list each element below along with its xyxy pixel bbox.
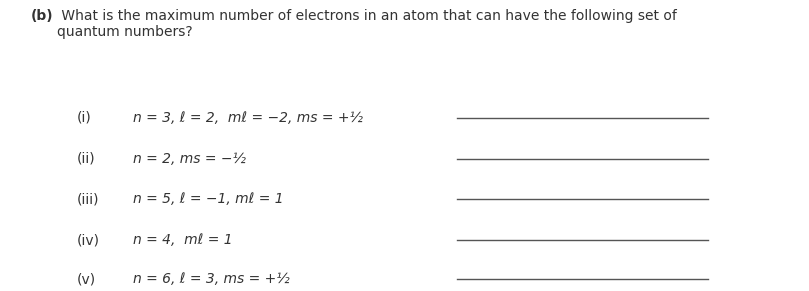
Text: What is the maximum number of electrons in an atom that can have the following s: What is the maximum number of electrons … (57, 9, 676, 39)
Text: n = 5, ℓ = −1, mℓ = 1: n = 5, ℓ = −1, mℓ = 1 (133, 192, 284, 206)
Text: n = 3, ℓ = 2,  mℓ = −2, ms = +½: n = 3, ℓ = 2, mℓ = −2, ms = +½ (133, 111, 363, 125)
Text: n = 4,  mℓ = 1: n = 4, mℓ = 1 (133, 233, 233, 247)
Text: (iv): (iv) (77, 233, 100, 247)
Text: (i): (i) (77, 111, 91, 125)
Text: n = 2, ms = −½: n = 2, ms = −½ (133, 152, 247, 166)
Text: (iii): (iii) (77, 192, 100, 206)
Text: (ii): (ii) (77, 152, 95, 166)
Text: (b): (b) (31, 9, 53, 23)
Text: n = 6, ℓ = 3, ms = +½: n = 6, ℓ = 3, ms = +½ (133, 272, 290, 286)
Text: (v): (v) (77, 272, 96, 286)
